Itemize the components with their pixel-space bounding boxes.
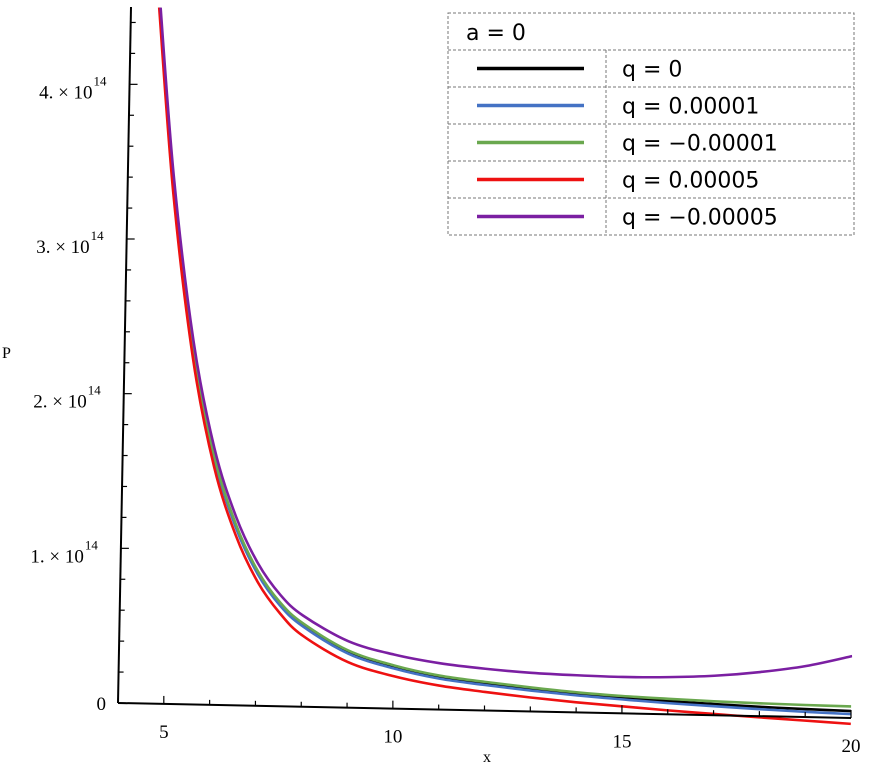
y-axis-label: P	[2, 345, 11, 362]
y-tick-exponent: 14	[94, 73, 108, 88]
legend-title: a = 0	[466, 21, 526, 46]
y-tick-mantissa: 1. × 10	[30, 546, 83, 567]
legend-entry-label: q = 0	[622, 58, 682, 83]
x-tick-label: 20	[842, 736, 861, 757]
y-axis-line	[117, 6, 132, 704]
y-tick-mantissa: 0	[97, 694, 107, 715]
legend-entry-label: q = 0.00001	[622, 95, 759, 120]
legend-entry-label: q = −0.00001	[622, 132, 778, 157]
x-tick-label: 5	[159, 722, 169, 743]
y-tick-label: 0	[97, 694, 107, 715]
legend-entry-label: q = −0.00005	[622, 206, 778, 231]
x-axis-label: x	[483, 749, 491, 763]
legend-entry-label: q = 0.00005	[622, 169, 759, 194]
series-line	[157, 7, 852, 708]
y-tick-mantissa: 4. × 10	[39, 82, 92, 103]
legend: a = 0 q = 0 q = 0.00001 q = −0.00001 q = 0.…	[447, 12, 855, 236]
y-tick-mantissa: 3. × 10	[36, 237, 89, 258]
y-tick-exponent: 14	[85, 537, 99, 552]
series-line	[157, 7, 853, 679]
y-tick-exponent: 14	[91, 228, 105, 243]
y-tick-mantissa: 2. × 10	[33, 392, 86, 413]
x-tick-label: 15	[612, 731, 631, 752]
y-tick-exponent: 14	[88, 383, 102, 398]
plot-area	[157, 7, 853, 726]
series-line	[157, 7, 851, 726]
x-tick-label: 10	[383, 727, 402, 748]
